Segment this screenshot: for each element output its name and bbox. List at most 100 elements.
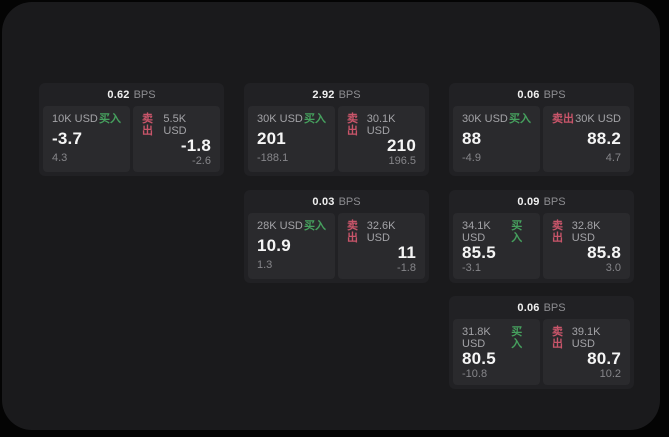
quote-card: 0.06 BPS 30K USD 买入 88 -4.9 卖出 30K USD 8… xyxy=(449,83,634,176)
buy-top-row: 34.1K USD 买入 xyxy=(462,220,531,244)
trading-quotes-window: 0.62 BPS 10K USD 买入 -3.7 4.3 卖出 5.5K USD… xyxy=(2,2,660,430)
sell-price: 80.7 xyxy=(587,349,621,368)
buy-change: -3.1 xyxy=(462,262,481,274)
buy-top-row: 31.8K USD 买入 xyxy=(462,326,531,350)
buy-sell-panels: 28K USD 买入 10.9 1.3 卖出 32.6K USD 11 -1.8 xyxy=(244,213,429,279)
buy-change: -10.8 xyxy=(462,368,488,380)
sell-notional: 39.1K USD xyxy=(571,326,601,350)
buy-price: 88 xyxy=(462,128,482,148)
buy-notional: 30K USD xyxy=(462,113,508,125)
buy-price: 80.5 xyxy=(462,349,496,368)
spread-value: 0.09 xyxy=(517,195,540,208)
sell-change: 196.5 xyxy=(388,155,416,167)
sell-quote-panel[interactable]: 卖出 30.1K USD 210 196.5 xyxy=(338,106,425,172)
sell-side-label: 卖出 xyxy=(552,220,563,244)
buy-sell-panels: 30K USD 买入 88 -4.9 卖出 30K USD 88.2 4.7 xyxy=(449,106,634,172)
spread-value: 2.92 xyxy=(312,88,335,101)
buy-top-row: 30K USD 买入 xyxy=(462,113,531,125)
sell-change: 3.0 xyxy=(605,262,621,274)
sell-change: -2.6 xyxy=(192,155,211,167)
spread-value: 0.06 xyxy=(517,88,540,101)
buy-notional: 10K USD xyxy=(52,113,98,125)
buy-sell-panels: 31.8K USD 买入 80.5 -10.8 卖出 39.1K USD 80.… xyxy=(449,319,634,385)
spread-value: 0.03 xyxy=(312,195,335,208)
buy-side-label: 买入 xyxy=(511,220,523,244)
buy-change: 4.3 xyxy=(52,152,68,164)
buy-side-label: 买入 xyxy=(304,113,326,125)
sell-top-row: 卖出 39.1K USD xyxy=(552,326,621,350)
buy-side-label: 买入 xyxy=(304,220,326,232)
spread-unit-label: BPS xyxy=(543,88,566,101)
sell-notional: 30K USD xyxy=(575,113,621,125)
card-header-spread: 0.06 BPS xyxy=(449,83,634,106)
buy-price: 201 xyxy=(257,128,286,148)
sell-notional: 32.6K USD xyxy=(366,220,396,244)
spread-unit-label: BPS xyxy=(543,195,566,208)
card-header-spread: 0.62 BPS xyxy=(39,83,224,106)
sell-notional: 5.5K USD xyxy=(163,113,187,137)
buy-change: 1.3 xyxy=(257,259,273,271)
spread-unit-label: BPS xyxy=(133,88,156,101)
sell-price: 11 xyxy=(397,243,416,262)
buy-quote-panel[interactable]: 30K USD 买入 201 -188.1 xyxy=(248,106,335,172)
sell-side-label: 卖出 xyxy=(552,113,574,125)
sell-quote-panel[interactable]: 卖出 32.8K USD 85.8 3.0 xyxy=(543,213,630,279)
sell-quote-panel[interactable]: 卖出 32.6K USD 11 -1.8 xyxy=(338,213,425,279)
buy-notional: 30K USD xyxy=(257,113,303,125)
card-header-spread: 0.06 BPS xyxy=(449,296,634,319)
buy-side-label: 买入 xyxy=(509,113,531,125)
quote-card: 0.06 BPS 31.8K USD 买入 80.5 -10.8 卖出 39.1… xyxy=(449,296,634,389)
quote-card: 0.09 BPS 34.1K USD 买入 85.5 -3.1 卖出 32.8K… xyxy=(449,190,634,283)
spread-unit-label: BPS xyxy=(338,88,361,101)
buy-change: -4.9 xyxy=(462,152,481,164)
spread-unit-label: BPS xyxy=(543,301,566,314)
quote-card: 0.62 BPS 10K USD 买入 -3.7 4.3 卖出 5.5K USD… xyxy=(39,83,224,176)
sell-price: -1.8 xyxy=(180,136,211,155)
buy-quote-panel[interactable]: 34.1K USD 买入 85.5 -3.1 xyxy=(453,213,540,279)
sell-top-row: 卖出 32.6K USD xyxy=(347,220,416,244)
sell-top-row: 卖出 30K USD xyxy=(552,113,621,125)
card-header-spread: 0.03 BPS xyxy=(244,190,429,213)
sell-price: 210 xyxy=(387,136,416,155)
sell-price: 85.8 xyxy=(587,243,621,262)
sell-side-label: 卖出 xyxy=(347,220,358,244)
quote-card: 0.03 BPS 28K USD 买入 10.9 1.3 卖出 32.6K US… xyxy=(244,190,429,283)
sell-change: 4.7 xyxy=(605,152,621,164)
spread-unit-label: BPS xyxy=(338,195,361,208)
buy-change: -188.1 xyxy=(257,152,289,164)
buy-side-label: 买入 xyxy=(99,113,121,125)
sell-top-row: 卖出 5.5K USD xyxy=(142,113,211,137)
buy-sell-panels: 10K USD 买入 -3.7 4.3 卖出 5.5K USD -1.8 -2.… xyxy=(39,106,224,172)
sell-change: 10.2 xyxy=(599,368,621,380)
sell-top-row: 卖出 32.8K USD xyxy=(552,220,621,244)
buy-quote-panel[interactable]: 30K USD 买入 88 -4.9 xyxy=(453,106,540,172)
card-header-spread: 0.09 BPS xyxy=(449,190,634,213)
sell-top-row: 卖出 30.1K USD xyxy=(347,113,416,137)
buy-top-row: 30K USD 买入 xyxy=(257,113,326,125)
sell-side-label: 卖出 xyxy=(347,113,358,137)
buy-top-row: 28K USD 买入 xyxy=(257,220,326,232)
quote-card: 2.92 BPS 30K USD 买入 201 -188.1 卖出 30.1K … xyxy=(244,83,429,176)
buy-top-row: 10K USD 买入 xyxy=(52,113,121,125)
buy-price: -3.7 xyxy=(52,128,83,148)
buy-notional: 31.8K USD xyxy=(462,326,491,350)
buy-quote-panel[interactable]: 31.8K USD 买入 80.5 -10.8 xyxy=(453,319,540,385)
sell-side-label: 卖出 xyxy=(142,113,153,137)
sell-notional: 30.1K USD xyxy=(366,113,396,137)
card-header-spread: 2.92 BPS xyxy=(244,83,429,106)
sell-price: 88.2 xyxy=(587,128,621,148)
spread-value: 0.06 xyxy=(517,301,540,314)
buy-price: 85.5 xyxy=(462,243,496,262)
buy-notional: 34.1K USD xyxy=(462,220,491,244)
buy-notional: 28K USD xyxy=(257,220,303,232)
sell-quote-panel[interactable]: 卖出 5.5K USD -1.8 -2.6 xyxy=(133,106,220,172)
sell-change: -1.8 xyxy=(397,262,416,274)
buy-side-label: 买入 xyxy=(511,326,523,350)
sell-notional: 32.8K USD xyxy=(571,220,601,244)
sell-quote-panel[interactable]: 卖出 39.1K USD 80.7 10.2 xyxy=(543,319,630,385)
buy-quote-panel[interactable]: 10K USD 买入 -3.7 4.3 xyxy=(43,106,130,172)
sell-quote-panel[interactable]: 卖出 30K USD 88.2 4.7 xyxy=(543,106,630,172)
buy-sell-panels: 34.1K USD 买入 85.5 -3.1 卖出 32.8K USD 85.8… xyxy=(449,213,634,279)
buy-quote-panel[interactable]: 28K USD 买入 10.9 1.3 xyxy=(248,213,335,279)
buy-sell-panels: 30K USD 买入 201 -188.1 卖出 30.1K USD 210 1… xyxy=(244,106,429,172)
